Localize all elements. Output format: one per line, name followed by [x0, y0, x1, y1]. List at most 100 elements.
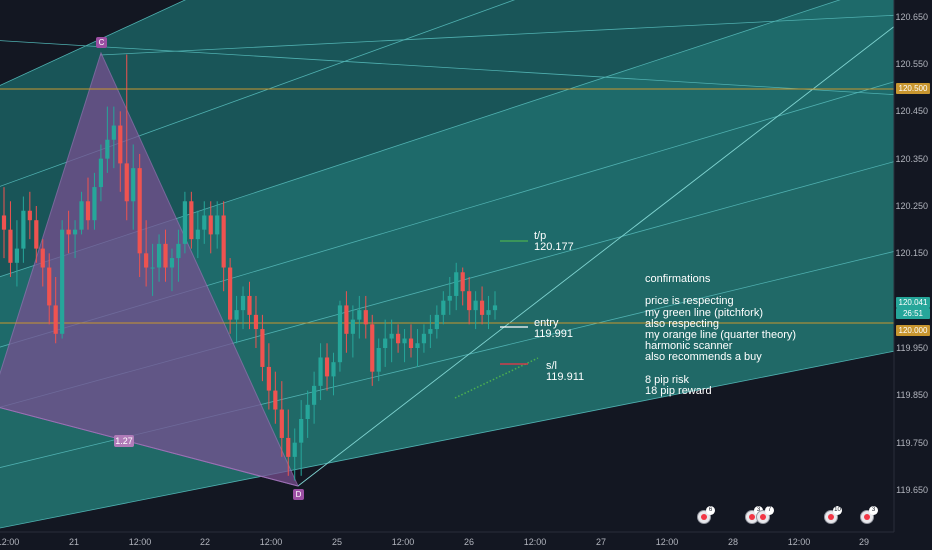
candle-body — [441, 300, 446, 315]
event-flag-icon — [864, 514, 870, 520]
analysis-note: confirmations price is respecting my green… — [645, 273, 797, 397]
note-line: 18 pip reward — [645, 384, 712, 397]
candle-body — [85, 201, 91, 221]
candle-body — [253, 314, 259, 330]
candle-body — [124, 163, 129, 202]
note-line: also respecting — [645, 317, 719, 330]
time-tick-label: 12:00 — [0, 537, 20, 547]
candle-body — [312, 385, 317, 405]
candle-body — [266, 366, 271, 391]
time-tick-label: 21 — [68, 537, 80, 547]
candle-body — [273, 390, 278, 410]
candle-body — [389, 333, 394, 339]
candle-body — [215, 215, 220, 235]
candle-body — [27, 210, 32, 221]
price-tick-label: 119.950 — [896, 343, 928, 353]
event-flag-icon — [760, 514, 766, 520]
candle-body — [8, 229, 13, 263]
time-tick-label: 12:00 — [128, 537, 152, 547]
candle-body — [324, 357, 330, 377]
harmonic-point-d: D — [293, 489, 304, 500]
candle-body — [376, 348, 381, 372]
price-tick-label: 120.250 — [895, 201, 928, 211]
candle-body — [221, 215, 226, 268]
candle-body — [163, 243, 168, 268]
entry-value: 119.991 — [534, 328, 573, 340]
candle-body — [79, 201, 84, 230]
harmonic-leg — [0, 407, 299, 487]
price-tick-label: 120.150 — [895, 248, 928, 259]
candle-body — [169, 258, 175, 268]
event-count: 6 — [706, 506, 715, 515]
candle-body — [1, 215, 7, 230]
candle-body — [286, 437, 291, 457]
candle-body — [60, 229, 65, 334]
note-line: my orange line (quarter theory) — [645, 328, 797, 341]
candle-body — [137, 168, 142, 254]
price-tick-label: 120.350 — [895, 153, 928, 164]
candle-body — [479, 300, 485, 315]
harmonic-ratio-label: 1.27 — [114, 435, 134, 447]
candle-body — [299, 419, 304, 443]
candle-body — [240, 295, 246, 311]
note-line: 8 pip risk — [645, 373, 690, 386]
economic-event-badge[interactable]: 3 — [860, 506, 878, 524]
pitchfork-median-line — [297, 26, 894, 487]
candle-body — [21, 210, 26, 249]
price-tick-label: 120.450 — [895, 106, 928, 117]
event-count: 10 — [833, 506, 842, 515]
candle-body — [467, 291, 472, 311]
time-tick-label: 25 — [331, 537, 343, 547]
candle-body — [131, 168, 136, 202]
candle-body — [34, 220, 39, 249]
candle-body — [72, 229, 78, 235]
countdown-tag: 26:51 — [896, 308, 930, 319]
candle-body — [486, 310, 491, 315]
note-line: confirmations — [645, 273, 711, 285]
candle-body — [260, 329, 265, 367]
economic-event-badge[interactable]: 7 — [756, 506, 774, 524]
time-tick-label: 12:00 — [391, 537, 415, 547]
time-tick-label: 26 — [463, 537, 475, 547]
candle-body — [421, 333, 427, 344]
candle-body — [156, 243, 162, 268]
candle-body — [408, 338, 414, 348]
price-tick-label: 120.550 — [895, 59, 928, 69]
price-tick-label: 120.650 — [895, 11, 928, 22]
candle-body — [292, 442, 297, 457]
candle-body — [337, 305, 343, 363]
candle-body — [66, 229, 71, 235]
candle-body — [40, 248, 45, 268]
candle-body — [14, 248, 20, 263]
candle-body — [402, 338, 407, 344]
candle-body — [318, 357, 323, 386]
candle-body — [305, 404, 310, 419]
candle-body — [228, 267, 233, 320]
candle-body — [363, 310, 368, 325]
candle-body — [247, 295, 252, 315]
economic-event-badge[interactable]: 10 — [824, 506, 842, 524]
candle-body — [344, 305, 349, 334]
note-line: price is respecting — [645, 295, 734, 308]
economic-event-badge[interactable]: 6 — [697, 506, 715, 524]
event-flag-icon — [828, 514, 834, 520]
time-tick-label: 28 — [727, 537, 739, 547]
harmonic-point-c: C — [96, 37, 107, 48]
price-tick-label: 119.650 — [896, 485, 928, 495]
time-tick-label: 22 — [199, 537, 211, 547]
time-tick-label: 12:00 — [787, 537, 811, 547]
price-tick-label: 119.850 — [896, 390, 928, 401]
candle-body — [118, 125, 123, 164]
candle-body — [208, 215, 213, 235]
event-flag-icon — [749, 514, 755, 520]
candle-body — [331, 362, 336, 377]
candle-body — [434, 314, 439, 330]
tp-value: 120.177 — [534, 241, 574, 253]
time-tick-label: 27 — [595, 537, 607, 547]
candle-body — [105, 139, 110, 159]
candle-body — [492, 305, 498, 311]
note-line: harmonic scanner — [645, 340, 733, 353]
note-line: my green line (pitchfork) — [645, 306, 763, 319]
